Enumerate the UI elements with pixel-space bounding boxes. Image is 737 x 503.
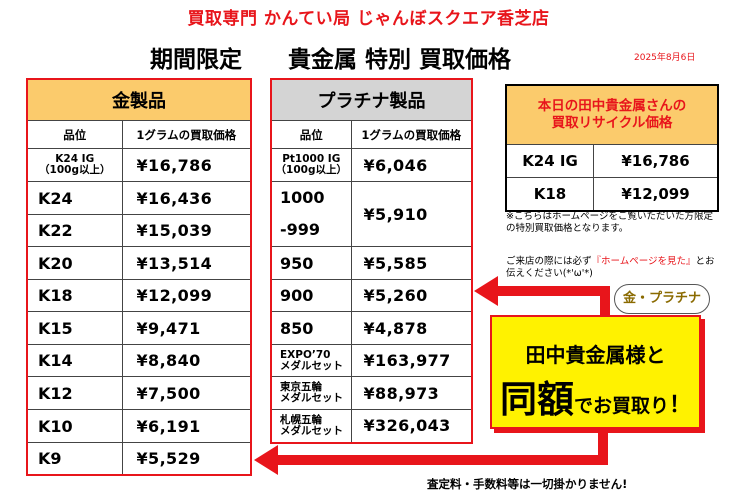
same-price-callout: 田中貴金属様と 同額でお買取り！ [490, 315, 701, 429]
gold-table-title: 金製品 [26, 78, 252, 121]
platinum-grade: 東京五輪 メダルセット [270, 376, 352, 410]
table-row: 950 ¥5,585 [270, 246, 473, 280]
platinum-grade: 札幌五輪 メダルセット [270, 409, 352, 443]
gold-price: ¥16,436 [121, 181, 252, 215]
gold-price-table: 金製品 品位 1グラムの買取価格 K24 IG （100g以上） ¥16,786 … [26, 78, 252, 476]
platinum-price: ¥5,585 [350, 246, 473, 280]
platinum-price: ¥4,878 [350, 311, 473, 345]
gold-price: ¥8,840 [121, 344, 252, 377]
table-row: K15 ¥9,471 [26, 311, 252, 345]
table-row: 東京五輪 メダルセット ¥88,973 [270, 376, 473, 410]
table-row: K24 IG （100g以上） ¥16,786 [26, 148, 252, 182]
platinum-grade: 850 [270, 311, 352, 345]
platinum-price: ¥5,260 [350, 279, 473, 312]
platinum-grade: EXPO’70 メダルセット [270, 344, 352, 377]
table-row: K9 ¥5,529 [26, 442, 252, 475]
gold-col-price: 1グラムの買取価格 [121, 120, 252, 149]
table-row: K24 IG ¥16,786 [507, 145, 717, 178]
platinum-price: ¥5,910 [350, 181, 473, 247]
date-label: 2025年8月6日 [634, 53, 696, 63]
note-visit-pre: ご来店の際には必ず [506, 256, 592, 267]
gold-platinum-bubble: 金・プラチナ [614, 284, 710, 314]
note-visit-red: 『ホームページを見た』 [591, 256, 696, 267]
callout-line1: 田中貴金属様と [525, 343, 666, 367]
note-visit: ご来店の際には必ず『ホームページを見た』とお伝えください(*'ω'*) [506, 256, 718, 280]
table-row: K18 ¥12,099 [26, 279, 252, 312]
platinum-price: ¥163,977 [350, 344, 473, 377]
tanaka-price: ¥16,786 [621, 152, 690, 170]
callout-line2: 同額でお買取り！ [492, 369, 699, 423]
tanaka-box-title: 本日の田中貴金属さんの 買取リサイクル価格 [507, 86, 717, 145]
table-row: EXPO’70 メダルセット ¥163,977 [270, 344, 473, 377]
arrow-platinum-shaft [498, 286, 610, 296]
table-row: 1000 -999 ¥5,910 [270, 181, 473, 247]
platinum-table-title: プラチナ製品 [270, 78, 473, 121]
gold-price: ¥13,514 [121, 246, 252, 280]
shop-name: 買取専門 かんてい局 じゃんぼスクエア香芝店 [187, 9, 550, 29]
arrow-gold-stem [598, 424, 608, 465]
arrow-gold-shaft [278, 455, 608, 465]
tanaka-grade: K24 IG [507, 145, 594, 177]
table-row: K20 ¥13,514 [26, 246, 252, 280]
callout-big: 同額 [499, 378, 574, 421]
gold-grade: K24 [26, 181, 123, 215]
gold-grade: K24 IG （100g以上） [26, 148, 123, 182]
page-title: 期間限定 貴金属 特別 買取価格 [150, 47, 512, 73]
footer-note: 査定料・手数料等は一切掛かりません! [427, 477, 628, 491]
table-row: K24 ¥16,436 [26, 181, 252, 215]
table-row: 900 ¥5,260 [270, 279, 473, 312]
table-row: 850 ¥4,878 [270, 311, 473, 345]
arrow-gold-head [254, 445, 278, 475]
platinum-grade: 900 [270, 279, 352, 312]
gold-price: ¥7,500 [121, 376, 252, 410]
callout-rest: でお買取り [573, 395, 669, 417]
arrow-platinum-stem [600, 286, 610, 316]
note-visit-post: とお伝えください(*'ω'*) [506, 256, 715, 279]
platinum-price: ¥326,043 [350, 409, 473, 443]
platinum-grade: Pt1000 IG （100g以上） [270, 148, 352, 182]
gold-price: ¥12,099 [121, 279, 252, 312]
tanaka-grade: K18 [507, 178, 594, 210]
note-homepage: ※こちらはホームページをご覧いただいた方限定の特別買取価格となります。 [506, 211, 713, 234]
gold-price: ¥5,529 [121, 442, 252, 475]
arrow-platinum-head [474, 276, 498, 306]
platinum-col-grade: 品位 [270, 120, 352, 149]
gold-col-grade: 品位 [26, 120, 123, 149]
platinum-price-table: プラチナ製品 品位 1グラムの買取価格 Pt1000 IG （100g以上） ¥6… [270, 78, 473, 444]
gold-grade: K12 [26, 376, 123, 410]
table-row: K18 ¥12,099 [507, 178, 717, 210]
table-row: K12 ¥7,500 [26, 376, 252, 410]
tanaka-price: ¥12,099 [621, 185, 690, 203]
gold-price: ¥15,039 [121, 214, 252, 247]
callout-exclaim: ！ [669, 393, 692, 418]
tanaka-price-box: 本日の田中貴金属さんの 買取リサイクル価格 K24 IG ¥16,786 K18… [505, 84, 719, 212]
table-row: Pt1000 IG （100g以上） ¥6,046 [270, 148, 473, 182]
gold-grade: K15 [26, 311, 123, 345]
table-row: K22 ¥15,039 [26, 214, 252, 247]
table-row: K14 ¥8,840 [26, 344, 252, 377]
gold-price: ¥9,471 [121, 311, 252, 345]
platinum-grade: 950 [270, 246, 352, 280]
table-row: 札幌五輪 メダルセット ¥326,043 [270, 409, 473, 443]
gold-grade: K9 [26, 442, 123, 475]
gold-price: ¥16,786 [121, 148, 252, 182]
